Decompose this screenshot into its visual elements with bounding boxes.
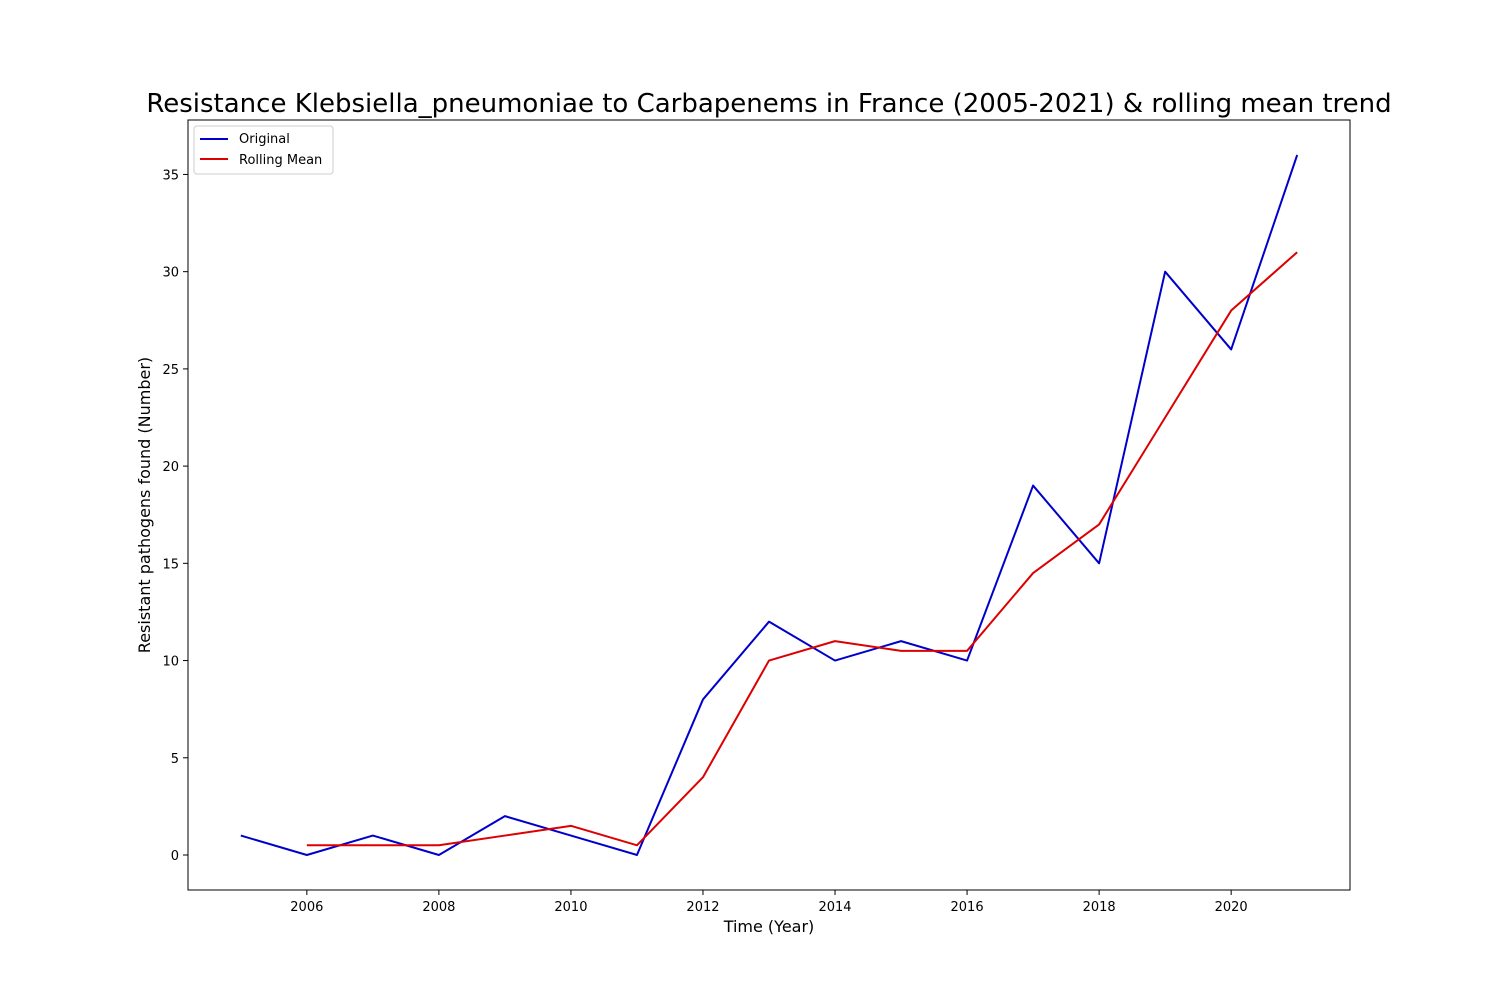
series-rolling-mean xyxy=(306,251,1298,847)
legend-label-rolling-mean: Rolling Mean xyxy=(239,153,322,168)
x-tick-label: 2008 xyxy=(422,900,455,915)
x-tick-label: 2014 xyxy=(818,900,851,915)
legend: Original Rolling Mean xyxy=(193,125,334,175)
legend-label-original: Original xyxy=(239,132,290,147)
legend-box xyxy=(193,125,334,175)
series-original xyxy=(240,154,1299,856)
series-layer xyxy=(240,154,1299,856)
y-axis: 0 5 10 15 20 25 30 35 xyxy=(162,168,188,864)
y-tick-label: 30 xyxy=(162,266,179,281)
y-tick-label: 0 xyxy=(171,849,179,864)
series-line xyxy=(306,251,1298,847)
y-tick-label: 35 xyxy=(162,168,179,183)
x-axis: 2006 2008 2010 2012 2014 2016 2018 2020 xyxy=(290,890,1248,915)
x-tick-label: 2006 xyxy=(290,900,323,915)
x-axis-label: Time (Year) xyxy=(723,917,815,936)
plot-area-frame xyxy=(187,119,1351,891)
y-tick-label: 20 xyxy=(162,460,179,475)
y-tick-label: 25 xyxy=(162,363,179,378)
y-axis-label: Resistant pathogens found (Number) xyxy=(135,357,154,653)
x-tick-label: 2010 xyxy=(554,900,587,915)
series-line xyxy=(240,154,1299,856)
y-tick-label: 10 xyxy=(162,655,179,670)
x-tick-label: 2018 xyxy=(1083,900,1116,915)
x-tick-label: 2012 xyxy=(686,900,719,915)
y-tick-label: 15 xyxy=(162,557,179,572)
y-tick-label: 5 xyxy=(171,752,179,767)
chart-title: Resistance Klebsiella_pneumoniae to Carb… xyxy=(146,89,1391,119)
x-tick-label: 2020 xyxy=(1215,900,1248,915)
x-tick-label: 2016 xyxy=(951,900,984,915)
